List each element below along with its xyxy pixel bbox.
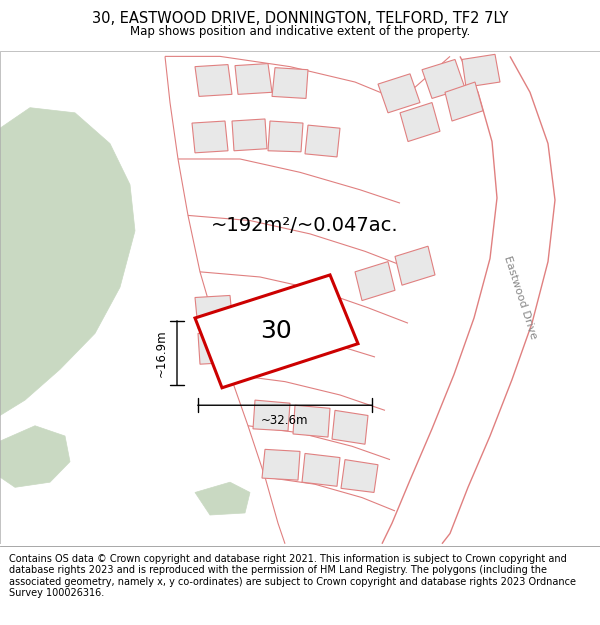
Polygon shape bbox=[305, 125, 340, 157]
Text: 30: 30 bbox=[260, 319, 292, 343]
Polygon shape bbox=[302, 454, 340, 486]
Polygon shape bbox=[198, 331, 235, 364]
Polygon shape bbox=[355, 262, 395, 301]
Polygon shape bbox=[400, 102, 440, 141]
Polygon shape bbox=[395, 246, 435, 285]
Polygon shape bbox=[195, 275, 358, 388]
Polygon shape bbox=[195, 296, 233, 328]
Text: Map shows position and indicative extent of the property.: Map shows position and indicative extent… bbox=[130, 26, 470, 39]
Polygon shape bbox=[0, 107, 135, 416]
Polygon shape bbox=[195, 482, 250, 515]
Polygon shape bbox=[262, 449, 300, 480]
Text: Contains OS data © Crown copyright and database right 2021. This information is : Contains OS data © Crown copyright and d… bbox=[9, 554, 576, 598]
Text: 30, EASTWOOD DRIVE, DONNINGTON, TELFORD, TF2 7LY: 30, EASTWOOD DRIVE, DONNINGTON, TELFORD,… bbox=[92, 11, 508, 26]
Polygon shape bbox=[192, 121, 228, 153]
Polygon shape bbox=[462, 54, 500, 87]
Polygon shape bbox=[268, 121, 303, 152]
Text: ~16.9m: ~16.9m bbox=[155, 329, 167, 377]
Text: Eastwood Drive: Eastwood Drive bbox=[502, 254, 538, 341]
Polygon shape bbox=[232, 119, 267, 151]
Polygon shape bbox=[332, 411, 368, 444]
Polygon shape bbox=[378, 74, 420, 112]
Polygon shape bbox=[445, 82, 483, 121]
Polygon shape bbox=[422, 59, 465, 99]
Text: ~32.6m: ~32.6m bbox=[261, 414, 309, 427]
Polygon shape bbox=[235, 64, 272, 94]
Polygon shape bbox=[253, 400, 290, 431]
Polygon shape bbox=[195, 64, 232, 96]
Polygon shape bbox=[293, 405, 330, 437]
Polygon shape bbox=[0, 426, 70, 488]
Text: ~192m²/~0.047ac.: ~192m²/~0.047ac. bbox=[211, 216, 399, 235]
Polygon shape bbox=[341, 459, 378, 492]
Polygon shape bbox=[272, 68, 308, 99]
